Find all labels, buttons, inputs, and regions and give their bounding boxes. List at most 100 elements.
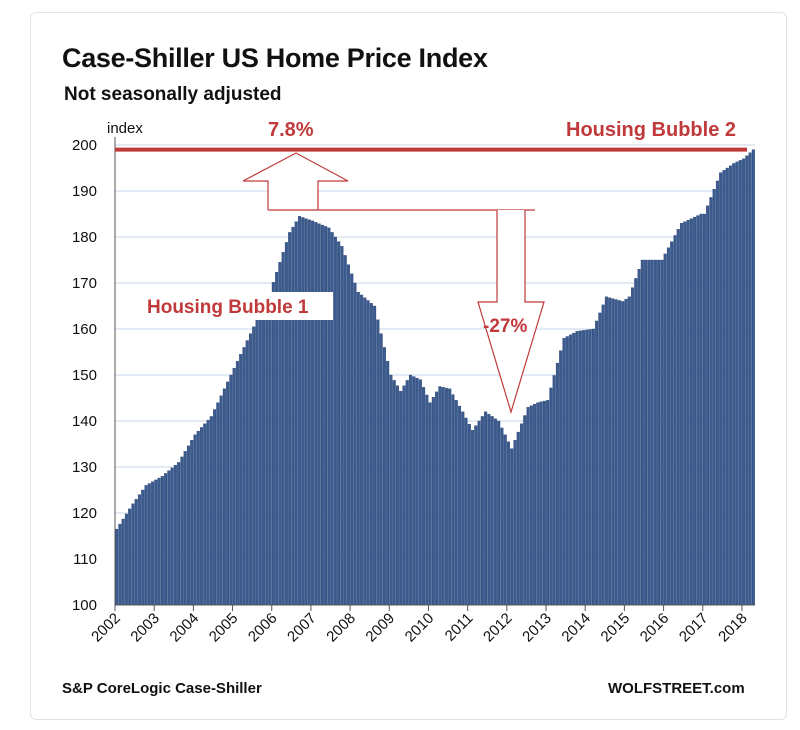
bar <box>611 298 615 606</box>
bar <box>304 218 308 606</box>
y-tick-label: 170 <box>72 275 97 292</box>
bar <box>137 494 142 606</box>
y-tick-label: 140 <box>72 413 97 430</box>
bar <box>582 330 586 606</box>
x-tick-label: 2015 <box>598 610 634 646</box>
bar <box>712 189 716 606</box>
bar <box>408 374 413 606</box>
bar <box>435 391 439 606</box>
x-tick-label: 2006 <box>245 610 281 646</box>
bar <box>546 400 550 606</box>
bar <box>199 427 204 606</box>
bar <box>307 219 311 606</box>
bar <box>203 423 207 606</box>
bar <box>330 232 334 606</box>
bar <box>157 477 161 606</box>
bar <box>624 298 628 606</box>
bar <box>431 397 435 606</box>
bar <box>735 161 739 606</box>
bar <box>209 416 213 606</box>
bar <box>167 470 171 606</box>
bar <box>591 328 595 606</box>
bar <box>311 220 315 606</box>
bar <box>262 305 266 606</box>
bar <box>474 425 478 606</box>
bar <box>457 405 462 606</box>
annotation-minus-27: -27% <box>483 316 527 337</box>
bar <box>451 394 455 606</box>
x-tick-label: 2007 <box>284 610 320 646</box>
bar <box>258 312 262 606</box>
bar <box>519 423 524 606</box>
bar <box>164 473 168 606</box>
bar <box>588 329 592 606</box>
bar <box>412 376 416 606</box>
x-tick-label: 2003 <box>127 610 163 646</box>
chart-title: Case-Shiller US Home Price Index <box>62 43 488 73</box>
bar <box>160 476 164 606</box>
bar <box>604 296 608 606</box>
bar <box>510 448 514 606</box>
x-tick-label: 2002 <box>88 610 124 646</box>
bar <box>621 301 625 606</box>
bar <box>115 528 119 606</box>
bar <box>314 222 318 606</box>
bar <box>709 197 713 606</box>
bar <box>461 411 465 606</box>
bar <box>686 219 690 606</box>
bar <box>640 259 644 606</box>
bar <box>598 312 602 606</box>
bar <box>193 434 197 606</box>
bar <box>614 299 618 606</box>
bar <box>405 380 409 606</box>
bar <box>679 223 684 606</box>
bar <box>742 158 746 606</box>
bar <box>650 259 654 606</box>
bar <box>497 420 501 606</box>
bar <box>454 400 458 606</box>
bar <box>124 513 128 606</box>
bar <box>516 431 520 606</box>
down-arrow <box>477 210 545 415</box>
bar <box>376 319 380 606</box>
bar <box>484 411 488 606</box>
bar <box>526 407 530 606</box>
bar <box>529 405 533 606</box>
bar <box>608 297 612 606</box>
bar <box>229 374 233 606</box>
bar <box>389 374 393 606</box>
bar <box>294 221 298 606</box>
bar <box>265 298 269 606</box>
x-tick-label: 2005 <box>206 610 242 646</box>
bar <box>399 390 403 606</box>
x-tick-label: 2011 <box>442 610 477 645</box>
bar <box>676 229 680 606</box>
bar <box>555 362 559 606</box>
bar <box>369 303 373 606</box>
annotation-housing-bubble-1: Housing Bubble 1 <box>147 297 309 318</box>
bar <box>627 296 631 606</box>
bar <box>317 223 321 606</box>
bar <box>696 215 700 606</box>
bar <box>644 259 648 606</box>
bar <box>373 305 377 606</box>
bar <box>480 416 484 606</box>
bar <box>219 395 223 606</box>
bar <box>422 387 426 606</box>
bar <box>506 441 511 606</box>
bar <box>542 400 546 606</box>
bar <box>715 180 719 606</box>
bar <box>487 413 491 606</box>
bar <box>657 259 661 606</box>
bar <box>503 434 507 606</box>
bar <box>728 165 733 606</box>
y-axis-label: index <box>107 120 143 137</box>
bar <box>291 226 295 606</box>
bar <box>637 269 641 606</box>
x-tick-label: 2012 <box>480 610 516 646</box>
bar <box>340 246 344 606</box>
bar <box>242 347 246 606</box>
bar <box>356 292 360 606</box>
bar <box>268 292 272 606</box>
